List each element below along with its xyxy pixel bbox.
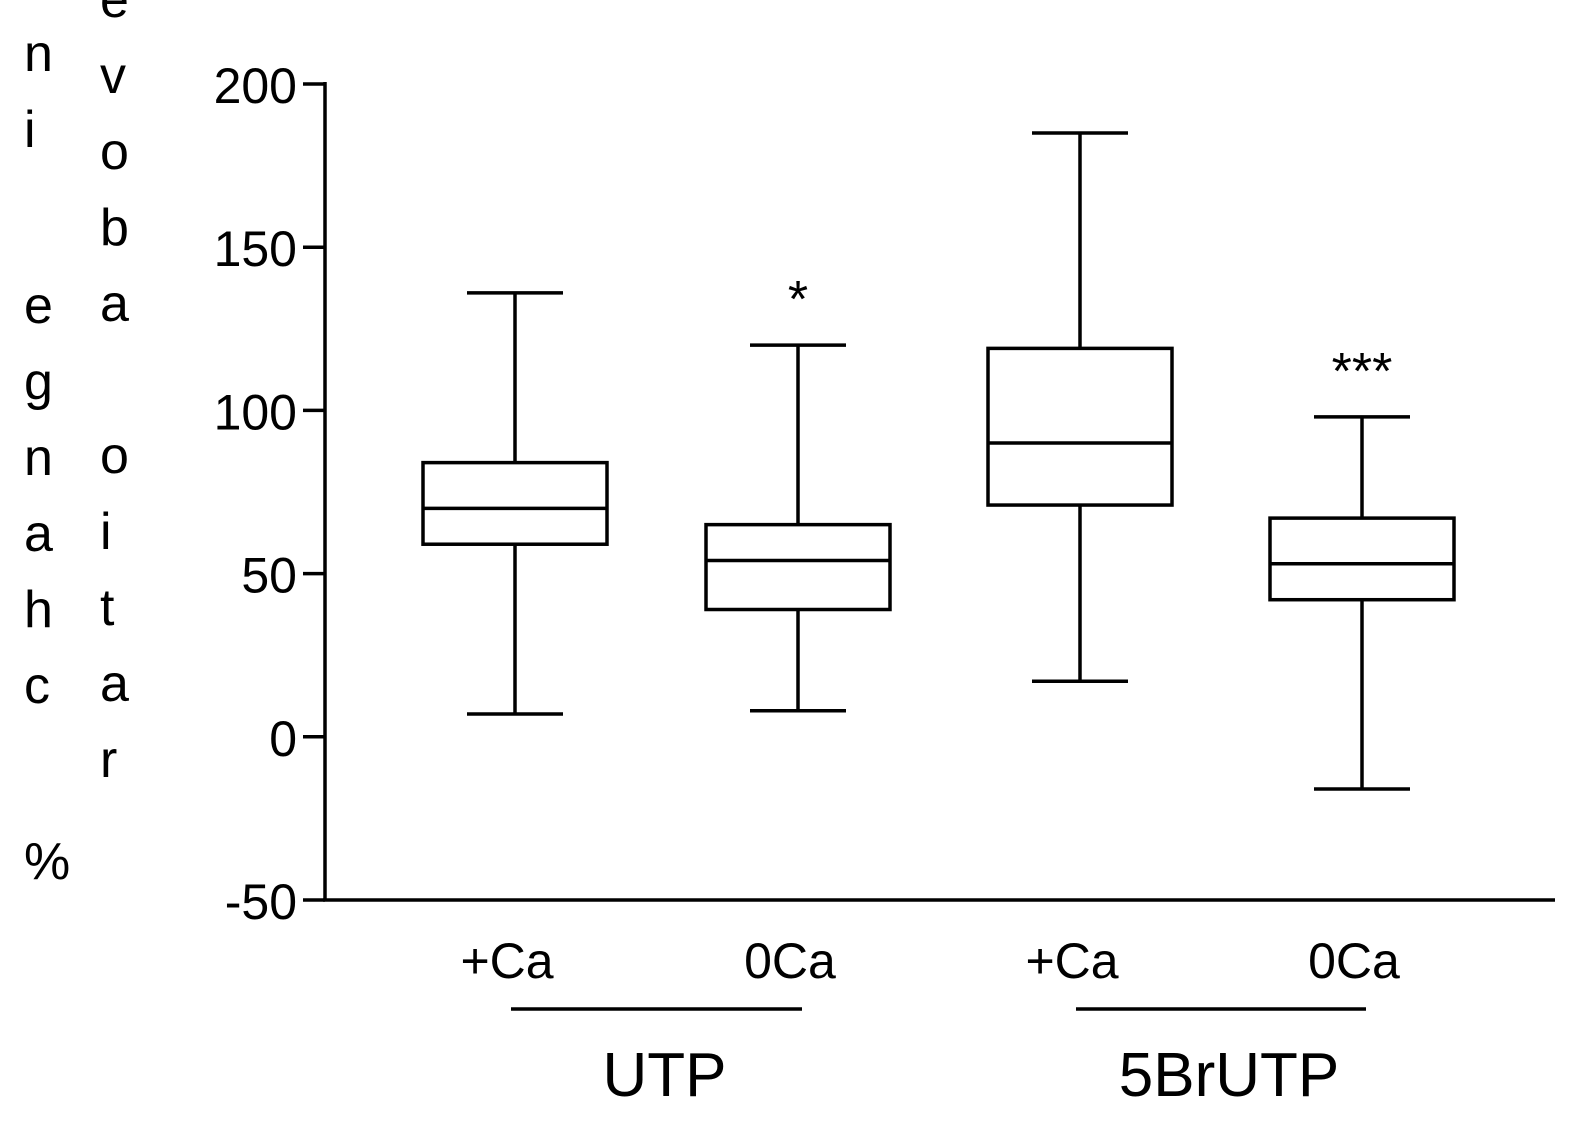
y-tick-label: 50	[241, 548, 297, 604]
group-label: 5BrUTP	[1119, 1041, 1339, 1110]
significance-marker: ***	[1332, 343, 1393, 401]
iqr-box	[986, 346, 1174, 507]
y-axis-label-char: h	[24, 581, 53, 639]
box-4: ***	[1268, 343, 1456, 791]
y-axis-label-char: a	[100, 655, 129, 713]
iqr-box	[704, 522, 892, 612]
box-1	[421, 291, 609, 716]
y-axis-label-char: v	[100, 47, 126, 105]
y-axis-label-char: e	[24, 277, 53, 335]
y-axis-label-char: t	[100, 579, 115, 637]
iqr-box	[1268, 516, 1456, 602]
y-axis-label-char: a	[24, 505, 53, 563]
y-axis-label-char: r	[100, 731, 118, 789]
y-axis-label-char: i	[100, 503, 112, 561]
x-category-label: 0Ca	[744, 933, 836, 989]
x-category-label: 0Ca	[1308, 933, 1400, 989]
y-axis-label-char: o	[100, 427, 129, 485]
significance-marker: *	[788, 271, 808, 329]
y-axis-label-char: g	[24, 353, 53, 411]
y-tick-label: -50	[225, 874, 297, 930]
x-axis-labels: +Ca 0Ca +Ca 0Ca UTP 5BrUTP	[460, 933, 1400, 1110]
y-axis-label-char: b	[100, 199, 129, 257]
y-axis-label-char: e	[100, 0, 129, 29]
box-3	[986, 131, 1174, 684]
boxes: ****	[421, 131, 1456, 791]
y-axis-label-char: c	[24, 657, 50, 715]
y-axis-label-char: n	[24, 25, 53, 83]
axes: -50 0 50 100 150 200	[214, 58, 1555, 930]
group-label: UTP	[603, 1041, 727, 1110]
y-axis-label-char: a	[100, 275, 129, 333]
y-axis-label-char: i	[24, 101, 36, 159]
y-tick-label: 0	[269, 711, 297, 767]
y-tick-label: 150	[214, 221, 297, 277]
y-axis-label-char: n	[24, 429, 53, 487]
y-tick-label: 100	[214, 384, 297, 440]
y-tick-label: 200	[214, 58, 297, 114]
y-axis-label-char: o	[100, 123, 129, 181]
x-category-label: +Ca	[460, 933, 553, 989]
y-axis-label-char: %	[24, 833, 71, 891]
iqr-box	[421, 460, 609, 546]
x-category-label: +Ca	[1025, 933, 1118, 989]
box-2: *	[704, 271, 892, 713]
